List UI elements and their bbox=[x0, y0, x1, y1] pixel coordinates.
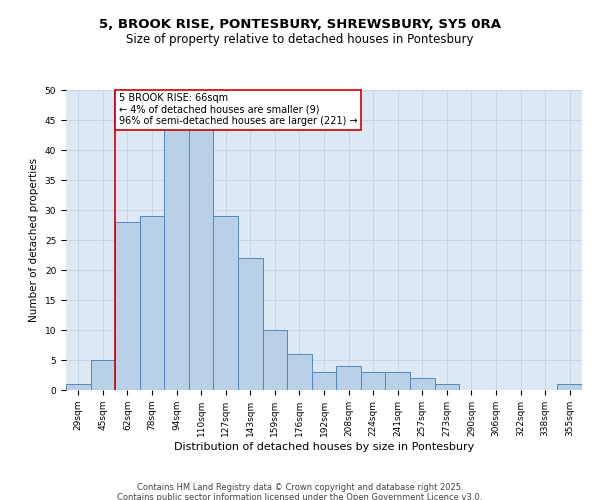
Bar bbox=[361, 372, 385, 390]
Bar bbox=[214, 216, 238, 390]
Bar bbox=[410, 378, 434, 390]
Text: Contains public sector information licensed under the Open Government Licence v3: Contains public sector information licen… bbox=[118, 493, 482, 500]
Text: 5, BROOK RISE, PONTESBURY, SHREWSBURY, SY5 0RA: 5, BROOK RISE, PONTESBURY, SHREWSBURY, S… bbox=[99, 18, 501, 30]
Bar bbox=[434, 384, 459, 390]
Bar bbox=[164, 114, 189, 390]
Bar bbox=[557, 384, 582, 390]
Bar bbox=[263, 330, 287, 390]
Bar bbox=[336, 366, 361, 390]
Bar bbox=[385, 372, 410, 390]
Bar bbox=[140, 216, 164, 390]
Bar bbox=[287, 354, 312, 390]
Bar bbox=[91, 360, 115, 390]
Text: Contains HM Land Registry data © Crown copyright and database right 2025.: Contains HM Land Registry data © Crown c… bbox=[137, 483, 463, 492]
Bar bbox=[189, 114, 214, 390]
Y-axis label: Number of detached properties: Number of detached properties bbox=[29, 158, 39, 322]
Bar bbox=[66, 384, 91, 390]
X-axis label: Distribution of detached houses by size in Pontesbury: Distribution of detached houses by size … bbox=[174, 442, 474, 452]
Bar bbox=[312, 372, 336, 390]
Text: Size of property relative to detached houses in Pontesbury: Size of property relative to detached ho… bbox=[126, 32, 474, 46]
Bar bbox=[238, 258, 263, 390]
Text: 5 BROOK RISE: 66sqm
← 4% of detached houses are smaller (9)
96% of semi-detached: 5 BROOK RISE: 66sqm ← 4% of detached hou… bbox=[119, 93, 358, 126]
Bar bbox=[115, 222, 140, 390]
